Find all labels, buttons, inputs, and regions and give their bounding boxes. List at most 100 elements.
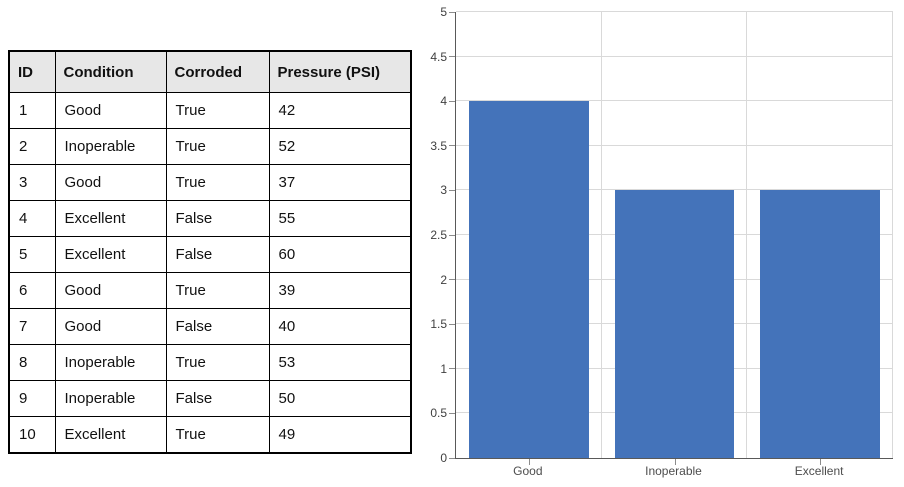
y-tick-label: 3 — [440, 183, 447, 198]
table-cell: 60 — [268, 236, 412, 273]
bar-inoperable — [614, 190, 735, 458]
table-cell: True — [165, 164, 270, 201]
table-body: 1 Good True 42 2 Inoperable True 52 3 Good True 37 4… — [8, 92, 412, 454]
column-header: Pressure (PSI) — [268, 50, 412, 93]
table-cell: Inoperable — [54, 344, 167, 381]
table-cell: 37 — [268, 164, 412, 201]
y-tick-mark — [449, 56, 455, 58]
table-row: 5 Excellent False 60 — [8, 236, 412, 273]
y-tick-mark — [449, 189, 455, 191]
y-tick-label: 0 — [440, 451, 447, 465]
table-cell: 6 — [8, 272, 56, 309]
table-cell: 5 — [8, 236, 56, 273]
table-cell: 39 — [268, 272, 412, 309]
table-row: 3 Good True 37 — [8, 164, 412, 201]
vertical-gridline — [746, 12, 748, 458]
table-row: 4 Excellent False 55 — [8, 200, 412, 237]
vertical-gridline — [892, 12, 893, 458]
y-tick-mark — [449, 234, 455, 236]
table-row: 2 Inoperable True 52 — [8, 128, 412, 165]
table-row: 7 Good False 40 — [8, 308, 412, 345]
table-cell: 8 — [8, 344, 56, 381]
horizontal-gridline — [456, 189, 893, 191]
column-header: Corroded — [165, 50, 270, 93]
y-tick-label: 1.5 — [430, 317, 447, 332]
column-header: Condition — [54, 50, 167, 93]
table-cell: Good — [54, 272, 167, 309]
y-tick-mark — [449, 457, 455, 459]
table-cell: 9 — [8, 380, 56, 417]
table-cell: Good — [54, 164, 167, 201]
x-axis-labels: Good Inoperable Excellent — [455, 464, 892, 480]
table-cell: 49 — [268, 416, 412, 454]
y-tick-label: 3.5 — [430, 138, 447, 153]
table-cell: 50 — [268, 380, 412, 417]
table-row: 1 Good True 42 — [8, 92, 412, 129]
pipe-data-table: ID Condition Corroded Pressure (PSI) 1 Good T… — [8, 50, 412, 454]
table-cell: False — [165, 308, 270, 345]
y-axis-labels: 0 0.5 1 1.5 2 2.5 3 3.5 4 4.5 5 — [420, 5, 447, 465]
y-tick-mark — [449, 412, 455, 414]
x-tick-mark — [820, 459, 822, 465]
y-tick-label: 4.5 — [430, 49, 447, 64]
table-cell: False — [165, 200, 270, 237]
x-category-label: Excellent — [794, 464, 844, 478]
horizontal-gridline — [456, 11, 893, 12]
horizontal-gridline — [456, 100, 893, 102]
table-cell: 10 — [8, 416, 56, 454]
condition-count-bar-chart: 0 0.5 1 1.5 2 2.5 3 3.5 4 4.5 5 Good Inoperable Exce… — [420, 0, 904, 487]
table-cell: 4 — [8, 200, 56, 237]
table-row: 9 Inoperable False 50 — [8, 380, 412, 417]
y-tick-label: 2.5 — [430, 228, 447, 242]
table-cell: Excellent — [54, 416, 167, 454]
table-cell: True — [165, 128, 270, 165]
y-tick-label: 2 — [440, 272, 447, 287]
x-tick-mark — [528, 459, 530, 465]
table-cell: True — [165, 416, 270, 454]
vertical-gridline — [600, 12, 602, 458]
table-cell: 3 — [8, 164, 56, 201]
table-cell: Good — [54, 308, 167, 345]
table-cell: Excellent — [54, 200, 167, 237]
table-cell: 55 — [268, 200, 412, 237]
table-cell: False — [165, 236, 270, 273]
table-cell: Inoperable — [54, 380, 167, 417]
table-cell: False — [165, 380, 270, 417]
x-tick-mark — [674, 459, 676, 465]
table-cell: 40 — [268, 308, 412, 345]
y-tick-mark — [449, 323, 455, 325]
bar-good — [469, 101, 589, 458]
horizontal-gridline — [456, 55, 893, 57]
table-cell: Excellent — [54, 236, 167, 273]
y-tick-mark — [449, 100, 455, 102]
table-header-row: ID Condition Corroded Pressure (PSI) — [8, 50, 412, 93]
table-cell: True — [165, 272, 270, 309]
table-cell: 52 — [268, 128, 412, 165]
table-row: 8 Inoperable True 53 — [8, 344, 412, 381]
y-tick-mark — [449, 279, 455, 281]
y-tick-mark — [449, 368, 455, 370]
x-category-label: Inoperable — [645, 464, 702, 478]
horizontal-gridline — [456, 144, 893, 146]
table-cell: Inoperable — [54, 128, 167, 165]
y-tick-mark — [449, 11, 455, 13]
table-cell: 7 — [8, 308, 56, 345]
table-cell: 42 — [268, 92, 412, 129]
table-row: 6 Good True 39 — [8, 272, 412, 309]
y-tick-label: 1 — [440, 361, 447, 376]
y-tick-label: 0.5 — [430, 406, 447, 421]
table-cell: 1 — [8, 92, 56, 129]
table-row: 10 Excellent True 49 — [8, 416, 412, 454]
y-tick-label: 5 — [440, 5, 447, 19]
table-cell: Good — [54, 92, 167, 129]
y-tick-mark — [449, 145, 455, 147]
table-cell: 2 — [8, 128, 56, 165]
bar-excellent — [760, 190, 880, 458]
table-cell: 53 — [268, 344, 412, 381]
x-category-label: Good — [513, 464, 543, 478]
y-tick-label: 4 — [440, 94, 447, 109]
table-header: ID Condition Corroded Pressure (PSI) — [8, 50, 412, 93]
table-cell: True — [165, 344, 270, 381]
column-header: ID — [8, 50, 56, 93]
